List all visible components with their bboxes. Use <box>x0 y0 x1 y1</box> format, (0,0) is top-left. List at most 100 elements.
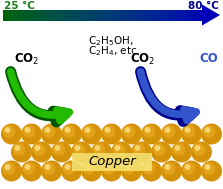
Bar <box>39 9 40 20</box>
Bar <box>57 9 58 20</box>
Bar <box>112 9 113 20</box>
Bar <box>136 9 137 20</box>
Circle shape <box>41 160 62 181</box>
Bar <box>85 9 86 20</box>
Bar <box>128 9 130 20</box>
Circle shape <box>53 143 65 156</box>
Bar <box>50 9 51 20</box>
Bar <box>10 9 11 20</box>
Circle shape <box>181 160 202 181</box>
Circle shape <box>43 125 55 138</box>
Bar <box>122 9 123 20</box>
Bar <box>148 9 149 20</box>
Bar <box>166 9 167 20</box>
Bar <box>70 9 71 20</box>
Circle shape <box>101 160 122 181</box>
Bar <box>73 9 74 20</box>
Circle shape <box>185 164 190 170</box>
Bar <box>74 9 75 20</box>
Bar <box>180 9 181 20</box>
Bar <box>85 9 87 20</box>
Bar <box>27 9 28 20</box>
Bar <box>8 9 9 20</box>
Bar <box>127 9 128 20</box>
Bar <box>67 9 68 20</box>
Bar <box>121 9 122 20</box>
Bar <box>72 153 152 171</box>
Bar <box>16 9 17 20</box>
Bar <box>91 9 92 20</box>
Bar <box>99 9 100 20</box>
Circle shape <box>91 142 112 163</box>
Bar <box>57 9 59 20</box>
Bar <box>188 9 189 20</box>
Bar <box>180 9 181 20</box>
Bar <box>39 9 41 20</box>
Bar <box>81 9 83 20</box>
Circle shape <box>41 123 62 145</box>
Bar <box>162 9 163 20</box>
Bar <box>178 9 179 20</box>
Circle shape <box>125 164 130 170</box>
Circle shape <box>125 127 130 133</box>
Bar <box>171 9 172 20</box>
Bar <box>102 9 103 20</box>
Circle shape <box>74 145 81 151</box>
Circle shape <box>201 160 222 181</box>
Bar <box>195 9 196 20</box>
Bar <box>167 9 168 20</box>
Bar <box>126 9 127 20</box>
Bar <box>135 9 136 20</box>
Bar <box>110 9 111 20</box>
Bar <box>156 9 157 20</box>
Bar <box>133 9 134 20</box>
Circle shape <box>13 143 25 156</box>
Bar <box>110 9 112 20</box>
Bar <box>182 9 183 20</box>
Bar <box>72 9 73 20</box>
Bar <box>79 9 80 20</box>
Bar <box>159 9 161 20</box>
Bar <box>93 9 94 20</box>
Circle shape <box>83 162 95 175</box>
Bar <box>191 9 192 20</box>
Circle shape <box>203 162 215 175</box>
Bar <box>105 9 106 20</box>
Text: CO$_2$: CO$_2$ <box>14 51 39 67</box>
Bar <box>146 9 147 20</box>
Bar <box>80 9 81 20</box>
Bar <box>62 9 63 20</box>
Bar <box>66 9 67 20</box>
Circle shape <box>204 164 211 170</box>
Bar <box>141 9 142 20</box>
Bar <box>33 9 34 20</box>
Bar <box>76 9 77 20</box>
Bar <box>90 9 91 20</box>
Bar <box>201 9 202 20</box>
Bar <box>147 9 148 20</box>
Circle shape <box>113 143 125 156</box>
Bar <box>17 9 18 20</box>
Bar <box>78 9 79 20</box>
Bar <box>173 9 174 20</box>
Bar <box>138 9 139 20</box>
Bar <box>182 9 183 20</box>
Bar <box>97 9 98 20</box>
Bar <box>142 9 143 20</box>
Bar <box>184 9 185 20</box>
Bar <box>46 9 47 20</box>
Circle shape <box>33 143 45 156</box>
Circle shape <box>1 123 22 145</box>
Bar <box>144 9 145 20</box>
Circle shape <box>73 143 85 156</box>
Bar <box>150 9 151 20</box>
Circle shape <box>4 164 10 170</box>
Bar <box>95 9 96 20</box>
Bar <box>20 9 21 20</box>
FancyArrowPatch shape <box>11 72 65 122</box>
Bar <box>145 9 146 20</box>
Bar <box>126 9 128 20</box>
Circle shape <box>61 160 82 181</box>
Bar <box>43 9 44 20</box>
Bar <box>108 9 109 20</box>
